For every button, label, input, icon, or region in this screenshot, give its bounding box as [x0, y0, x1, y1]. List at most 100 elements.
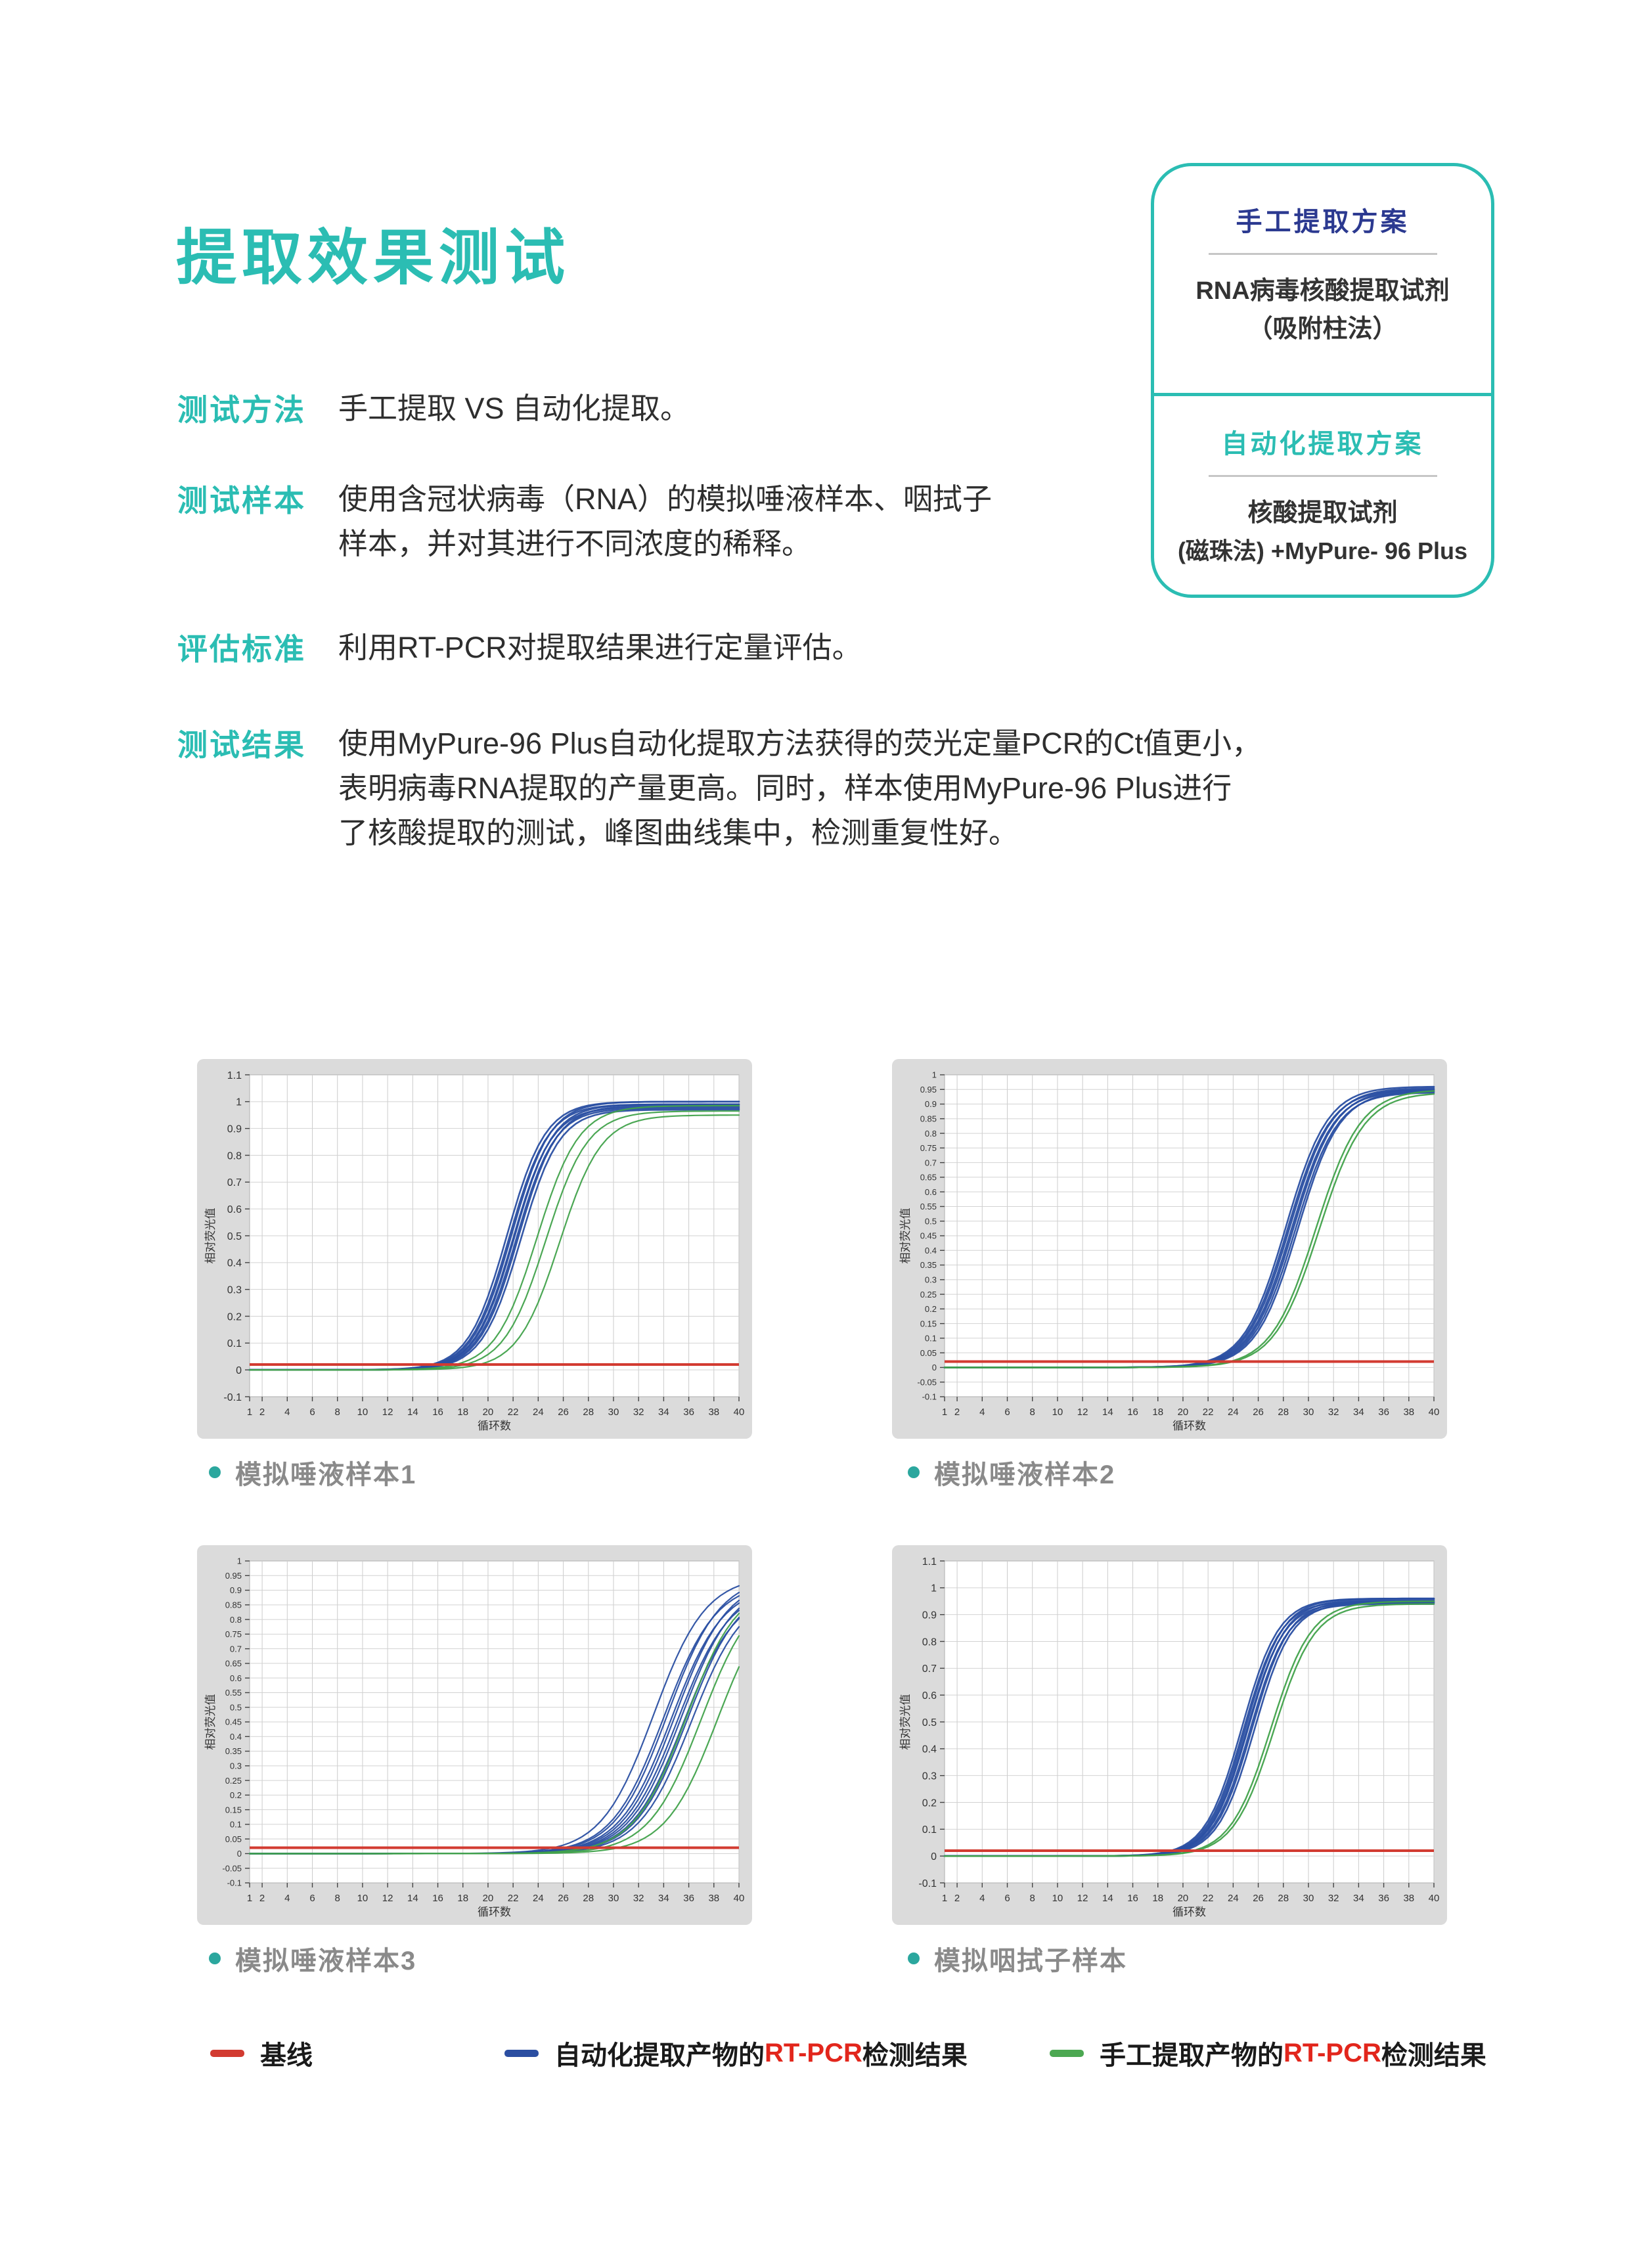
svg-text:0.1: 0.1 [925, 1334, 937, 1344]
info-body-criteria: 利用RT-PCR对提取结果进行定量评估。 [338, 625, 1425, 670]
svg-text:0.25: 0.25 [920, 1290, 937, 1299]
svg-text:0.3: 0.3 [230, 1761, 242, 1771]
info-text: 手工提取 VS 自动化提取。 [338, 392, 690, 425]
svg-text:0.1: 0.1 [922, 1824, 937, 1836]
svg-text:0.5: 0.5 [922, 1717, 937, 1728]
svg-text:0.6: 0.6 [230, 1673, 242, 1683]
chart-caption-throat-swab: 模拟咽拭子样本 [908, 1939, 1127, 1977]
legend-item-automated: 自动化提取产物的 RT-PCR 检测结果 [504, 2034, 968, 2072]
svg-text:-0.1: -0.1 [227, 1878, 242, 1888]
svg-text:26: 26 [558, 1407, 569, 1418]
svg-text:-0.1: -0.1 [922, 1392, 937, 1402]
svg-text:0.4: 0.4 [925, 1246, 937, 1255]
legend-label-prefix: 自动化提取产物的 [554, 2041, 765, 2070]
svg-text:循环数: 循环数 [1172, 1906, 1206, 1918]
svg-text:2: 2 [954, 1893, 960, 1904]
svg-text:10: 10 [357, 1893, 368, 1904]
svg-text:0.55: 0.55 [225, 1688, 242, 1698]
info-text: 表明病毒RNA提取的产量更高。同时，样本使用MyPure-96 Plus进行 [338, 771, 1232, 805]
bullet-icon [908, 1953, 920, 1964]
svg-text:12: 12 [1077, 1893, 1088, 1904]
svg-text:0.45: 0.45 [920, 1231, 937, 1241]
svg-text:0.65: 0.65 [920, 1173, 937, 1183]
svg-text:相对荧光值: 相对荧光值 [899, 1208, 912, 1264]
svg-text:0.35: 0.35 [920, 1260, 937, 1270]
svg-text:0.3: 0.3 [922, 1771, 937, 1782]
svg-text:8: 8 [1030, 1407, 1035, 1418]
legend-label-highlight: RT-PCR [765, 2038, 862, 2067]
svg-text:30: 30 [608, 1893, 619, 1904]
scheme-auto-line-1: 核酸提取试剂 [1247, 499, 1398, 528]
legend-item-baseline: 基线 [210, 2034, 313, 2072]
caption-text: 模拟唾液样本1 [235, 1460, 417, 1489]
svg-text:26: 26 [1253, 1893, 1264, 1904]
svg-text:0.75: 0.75 [920, 1143, 937, 1153]
svg-text:1: 1 [931, 1583, 937, 1594]
svg-text:1: 1 [237, 1556, 242, 1566]
svg-text:4: 4 [979, 1893, 985, 1904]
svg-text:0.95: 0.95 [225, 1571, 242, 1581]
pcr-chart-saliva-2: -0.1 -0.05 0 0.05 0.1 0.15 0.2 0.25 0.3 0.35 0.4 0.… [892, 1059, 1447, 1439]
svg-text:0.3: 0.3 [925, 1275, 937, 1284]
svg-text:0.8: 0.8 [925, 1129, 937, 1139]
svg-text:0.6: 0.6 [922, 1690, 937, 1702]
svg-text:相对荧光值: 相对荧光值 [899, 1694, 912, 1750]
svg-text:0.7: 0.7 [922, 1663, 937, 1675]
svg-text:30: 30 [1303, 1407, 1314, 1418]
legend-label-suffix: 检测结果 [862, 2041, 968, 2070]
legend-label: 基线 [260, 2041, 313, 2070]
svg-text:循环数: 循环数 [478, 1906, 511, 1918]
svg-text:10: 10 [1052, 1893, 1063, 1904]
info-row-method: 测试方法 手工提取 VS 自动化提取。 [177, 386, 1425, 431]
svg-text:14: 14 [1102, 1893, 1113, 1904]
svg-text:0.8: 0.8 [227, 1150, 242, 1162]
info-body-method: 手工提取 VS 自动化提取。 [338, 386, 1425, 431]
svg-text:30: 30 [608, 1407, 619, 1418]
svg-text:40: 40 [1429, 1893, 1440, 1904]
info-row-criteria: 评估标准 利用RT-PCR对提取结果进行定量评估。 [177, 625, 1425, 670]
svg-text:0: 0 [236, 1365, 242, 1376]
svg-text:36: 36 [683, 1407, 694, 1418]
svg-text:0.9: 0.9 [925, 1099, 937, 1109]
svg-text:0.85: 0.85 [225, 1600, 242, 1610]
svg-text:1: 1 [247, 1407, 252, 1418]
info-body-result: 使用MyPure-96 Plus自动化提取方法获得的荧光定量PCR的Ct值更小，… [338, 721, 1425, 855]
svg-text:0.05: 0.05 [225, 1834, 242, 1844]
svg-text:18: 18 [1152, 1407, 1163, 1418]
svg-text:24: 24 [533, 1893, 544, 1904]
svg-text:24: 24 [1228, 1407, 1239, 1418]
svg-text:14: 14 [407, 1407, 418, 1418]
svg-text:20: 20 [483, 1893, 494, 1904]
svg-text:0.4: 0.4 [230, 1732, 242, 1742]
caption-text: 模拟咽拭子样本 [934, 1947, 1127, 1976]
svg-text:0.1: 0.1 [230, 1820, 242, 1830]
info-text: 了核酸提取的测试，峰图曲线集中，检测重复性好。 [338, 816, 1019, 849]
scheme-title-auto: 自动化提取方案 [1221, 430, 1424, 459]
chart-caption-saliva-2: 模拟唾液样本2 [908, 1453, 1115, 1491]
svg-text:0.4: 0.4 [922, 1744, 937, 1755]
svg-text:10: 10 [1052, 1407, 1063, 1418]
svg-text:34: 34 [658, 1407, 669, 1418]
svg-text:16: 16 [432, 1893, 443, 1904]
svg-text:8: 8 [1030, 1893, 1035, 1904]
pcr-chart-saliva-3: -0.1 -0.05 0 0.05 0.1 0.15 0.2 0.25 0.3 0.35 0.4 0.… [197, 1545, 752, 1925]
bullet-icon [209, 1953, 221, 1964]
svg-text:36: 36 [1378, 1407, 1389, 1418]
svg-text:1: 1 [932, 1070, 937, 1080]
scheme-underline [1208, 475, 1437, 478]
svg-text:22: 22 [508, 1893, 519, 1904]
info-label-criteria: 评估标准 [177, 632, 306, 666]
info-text: 样本，并对其进行不同浓度的稀释。 [338, 527, 812, 560]
svg-text:0.05: 0.05 [920, 1348, 937, 1358]
svg-text:26: 26 [558, 1893, 569, 1904]
svg-text:0.95: 0.95 [920, 1085, 937, 1095]
svg-text:20: 20 [1178, 1407, 1189, 1418]
svg-text:24: 24 [533, 1407, 544, 1418]
svg-text:0: 0 [931, 1851, 937, 1863]
svg-text:38: 38 [708, 1407, 719, 1418]
svg-text:28: 28 [583, 1893, 594, 1904]
svg-text:相对荧光值: 相对荧光值 [204, 1208, 217, 1264]
svg-text:循环数: 循环数 [478, 1420, 511, 1432]
svg-text:0.8: 0.8 [922, 1637, 937, 1648]
svg-text:28: 28 [1278, 1893, 1289, 1904]
